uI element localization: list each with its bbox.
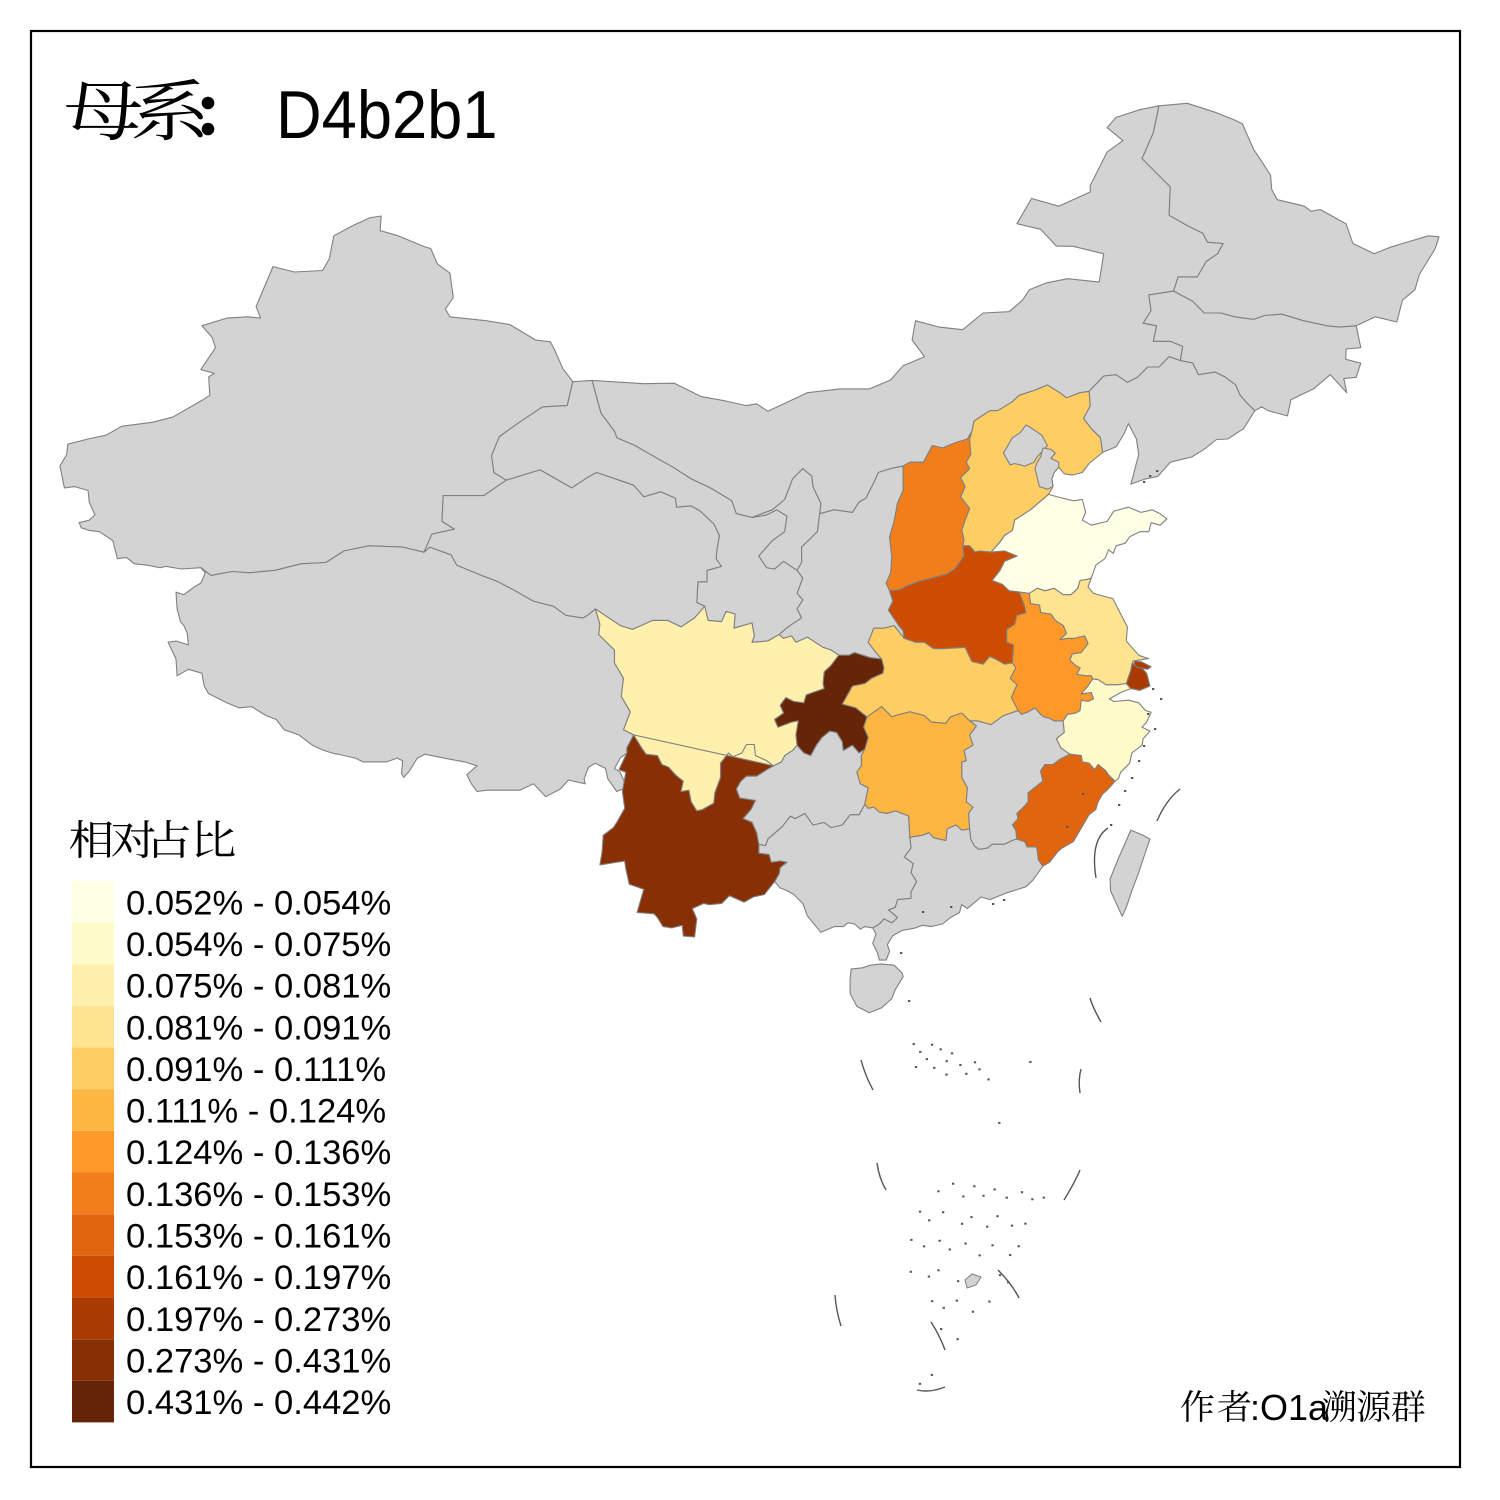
svg-text:0.161% - 0.197%: 0.161% - 0.197% xyxy=(126,1259,391,1297)
svg-text:0.431% - 0.442%: 0.431% - 0.442% xyxy=(126,1384,391,1422)
svg-text::O1a: :O1a xyxy=(1250,1387,1329,1428)
svg-text:0.273% - 0.431%: 0.273% - 0.431% xyxy=(126,1343,391,1381)
svg-text:0.153% - 0.161%: 0.153% - 0.161% xyxy=(126,1218,391,1256)
svg-text:0.091% - 0.111%: 0.091% - 0.111% xyxy=(126,1051,386,1089)
svg-text:0.197% - 0.273%: 0.197% - 0.273% xyxy=(126,1301,391,1339)
svg-text:0.124% - 0.136%: 0.124% - 0.136% xyxy=(126,1134,391,1172)
svg-text:0.052% - 0.054%: 0.052% - 0.054% xyxy=(126,884,391,922)
svg-text:0.054% - 0.075%: 0.054% - 0.075% xyxy=(126,926,391,964)
svg-text:D4b2b1: D4b2b1 xyxy=(276,77,498,153)
svg-text:0.136% - 0.153%: 0.136% - 0.153% xyxy=(126,1176,391,1214)
svg-text:0.081% - 0.091%: 0.081% - 0.091% xyxy=(126,1009,391,1047)
svg-text:0.075% - 0.081%: 0.075% - 0.081% xyxy=(126,968,391,1006)
svg-text:0.111% - 0.124%: 0.111% - 0.124% xyxy=(126,1093,386,1131)
